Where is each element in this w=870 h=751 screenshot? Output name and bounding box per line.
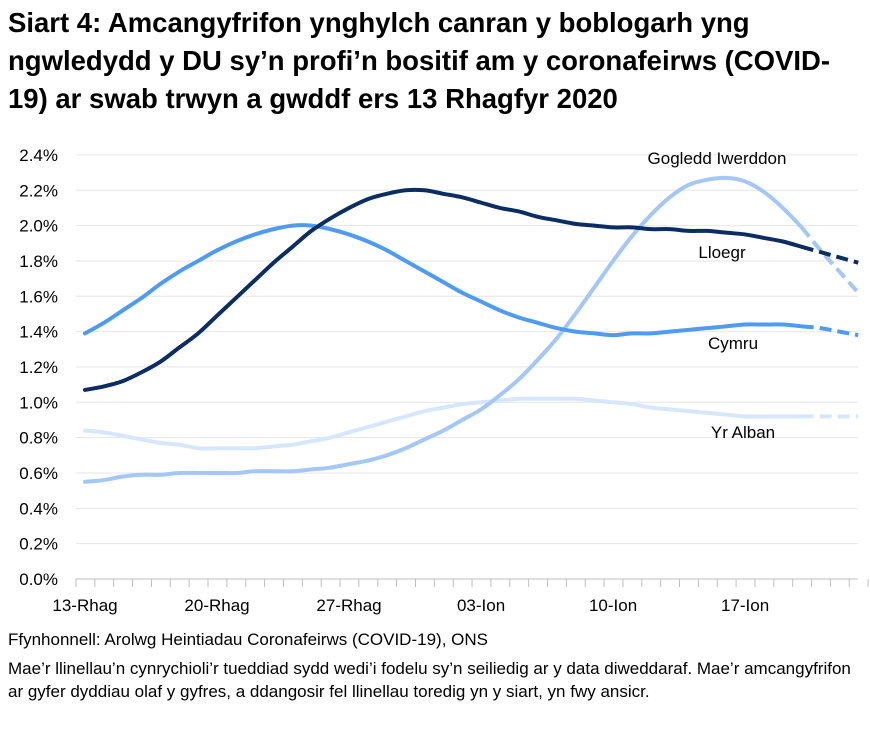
x-tick-label: 17-Ion [721, 596, 769, 615]
x-tick-label: 27-Rhag [316, 596, 381, 615]
series-label: Yr Alban [711, 423, 775, 442]
x-tick-label: 03-Ion [457, 596, 505, 615]
x-tick-label: 20-Rhag [184, 596, 249, 615]
source-text: Ffynhonnell: Arolwg Heintiadau Coronafei… [8, 630, 488, 649]
x-tick-label: 10-Ion [589, 596, 637, 615]
x-tick-label: 13-Rhag [52, 596, 117, 615]
y-tick-label: 0.6% [19, 464, 58, 483]
series-label: Lloegr [698, 243, 746, 262]
series-line-dashed [801, 244, 859, 265]
y-tick-label: 0.8% [19, 429, 58, 448]
series-line-dashed [800, 226, 860, 295]
y-tick-label: 0.0% [19, 570, 58, 589]
footnote-text: Mae’r llinellau’n cynrychioli’r tueddiad… [8, 659, 851, 701]
y-tick-label: 0.4% [19, 499, 58, 518]
y-tick-label: 1.0% [19, 393, 58, 412]
series-line-solid [83, 175, 804, 484]
series-label: Cymru [708, 334, 758, 353]
y-tick-label: 2.4% [19, 146, 58, 165]
y-tick-label: 2.0% [19, 217, 58, 236]
y-tick-label: 1.6% [19, 287, 58, 306]
series-line-solid [83, 187, 804, 392]
series-line-dashed [801, 324, 859, 338]
y-tick-label: 1.2% [19, 358, 58, 377]
y-tick-label: 2.2% [19, 181, 58, 200]
series-line-solid [83, 223, 804, 338]
series-label: Gogledd Iwerddon [648, 149, 787, 168]
chart-title: Siart 4: Amcangyfrifon ynghylch canran y… [8, 7, 831, 114]
y-tick-label: 1.8% [19, 252, 58, 271]
y-tick-label: 1.4% [19, 323, 58, 342]
y-tick-label: 0.2% [19, 535, 58, 554]
series-line-solid [83, 396, 804, 451]
line-chart: 0.0% 0.2% 0.4% 0.6% 0.8% 1.0% 1.2% 1.4% 1.6% 1.8%… [19, 146, 869, 615]
